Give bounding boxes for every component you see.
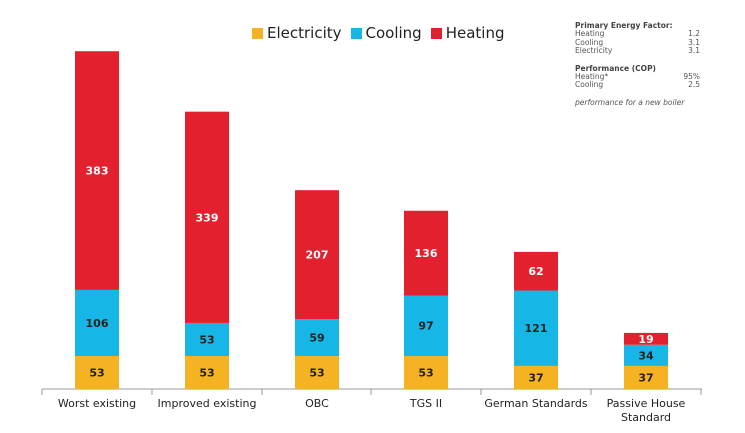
data-label: 37 — [638, 371, 653, 384]
data-label: 53 — [199, 366, 214, 379]
cop-label: Cooling — [575, 80, 604, 90]
bar-heating — [185, 111, 229, 323]
legend-label-electricity: Electricity — [267, 24, 342, 42]
data-label: 34 — [638, 349, 654, 362]
bar-cooling — [295, 319, 339, 356]
data-label: 19 — [638, 333, 653, 346]
data-label: 207 — [306, 249, 329, 262]
data-label: 62 — [528, 265, 543, 278]
bar-cooling — [75, 289, 119, 356]
pef-value: 1.2 — [688, 29, 700, 39]
bar-cooling — [404, 295, 448, 356]
x-tick-label: OBC — [305, 397, 329, 410]
data-label: 121 — [525, 322, 548, 335]
bar-electricity — [295, 355, 339, 389]
data-label: 37 — [528, 371, 543, 384]
bar-heating — [75, 51, 119, 290]
legend-swatch-heating — [430, 27, 442, 39]
cop-label: Heating* — [575, 72, 609, 82]
pef-label: Electricity — [575, 46, 613, 56]
cop-row: Cooling 2.5 — [575, 80, 700, 90]
pef-row: Heating 1.2 — [575, 29, 700, 39]
data-label: 53 — [89, 366, 104, 379]
legend-item-cooling: Cooling — [350, 24, 422, 42]
data-label: 106 — [86, 317, 109, 330]
x-tick-label: Passive House — [607, 397, 686, 410]
bar-electricity — [514, 365, 558, 389]
notes-panel: Primary Energy Factor: Heating 1.2 Coolin… — [575, 21, 700, 107]
footnote: performance for a new boiler — [575, 97, 685, 107]
data-label: 383 — [86, 165, 109, 178]
data-label: 97 — [418, 320, 433, 333]
data-label: 53 — [309, 366, 324, 379]
x-tick-label: German Standards — [484, 397, 588, 410]
legend: Electricity Cooling Heating — [252, 22, 514, 44]
cop-value: 2.5 — [688, 80, 700, 90]
pef-value: 3.1 — [688, 37, 700, 47]
legend-swatch-cooling — [350, 27, 362, 39]
x-tick-label: Improved existing — [158, 397, 257, 410]
bar-heating — [624, 332, 668, 345]
bar-cooling — [514, 290, 558, 366]
legend-item-electricity: Electricity — [252, 24, 342, 42]
cop-row: Heating* 95% — [575, 72, 700, 82]
x-tick-label: Standard — [621, 411, 671, 424]
bar-electricity — [185, 355, 229, 389]
pef-row: Electricity 3.1 — [575, 46, 700, 56]
pef-label: Heating — [575, 29, 605, 39]
x-tick-label: Worst existing — [58, 397, 136, 410]
pef-label: Cooling — [575, 37, 604, 47]
data-label: 59 — [309, 332, 324, 345]
legend-item-heating: Heating — [430, 24, 505, 42]
bar-heating — [295, 190, 339, 320]
cop-value: 95% — [683, 72, 700, 82]
bar-electricity — [624, 365, 668, 389]
data-label: 53 — [199, 333, 214, 346]
bar-electricity — [75, 355, 119, 389]
legend-label-heating: Heating — [445, 24, 505, 42]
pef-row: Cooling 3.1 — [575, 37, 700, 47]
cop-title: Performance (COP) — [575, 63, 656, 73]
data-label: 339 — [196, 211, 219, 224]
data-label: 53 — [418, 366, 433, 379]
legend-label-cooling: Cooling — [365, 24, 422, 42]
bar-heating — [404, 210, 448, 296]
bar-cooling — [185, 322, 229, 356]
data-label: 136 — [415, 247, 438, 260]
pef-value: 3.1 — [688, 46, 700, 56]
bar-cooling — [624, 344, 668, 366]
pef-title: Primary Energy Factor: — [575, 21, 673, 30]
bar-heating — [514, 251, 558, 291]
bar-electricity — [404, 355, 448, 389]
x-tick-label: TGS II — [409, 397, 442, 410]
legend-swatch-electricity — [252, 27, 263, 39]
